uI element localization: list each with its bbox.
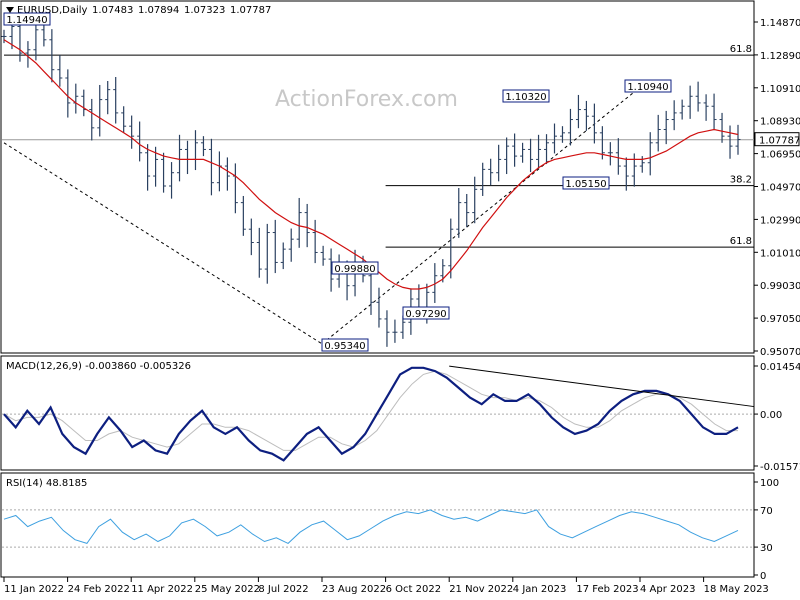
- price-callout-box: [624, 79, 672, 93]
- price-axis-label: 1.12890: [760, 51, 800, 62]
- price-axis-label: 1.04970: [760, 183, 800, 194]
- x-axis-label: 6 Oct 2022: [386, 584, 441, 595]
- open-value: 1.07483: [92, 5, 133, 16]
- watermark: ActionForex.com: [275, 87, 458, 112]
- macd-trendline: [449, 365, 755, 408]
- price-axis-label: 0.95070: [760, 347, 800, 358]
- x-axis-label: 17 Feb 2023: [576, 584, 638, 595]
- macd-line: [3, 366, 739, 462]
- x-axis-label: 24 Feb 2022: [68, 584, 130, 595]
- rsi-axis-label: 100: [760, 478, 779, 489]
- price-callout-box: [321, 338, 369, 352]
- macd-axis-label: 0.014549: [760, 362, 800, 373]
- x-axis-label: 4 Apr 2023: [640, 584, 695, 595]
- price-axis-label: 0.97050: [760, 314, 800, 325]
- x-axis-label: 8 Jul 2022: [258, 584, 308, 595]
- dropdown-triangle-icon[interactable]: [6, 7, 14, 13]
- price-callout-box: [562, 176, 610, 190]
- rsi-axis-label: 30: [760, 543, 773, 554]
- price-axis-label: 1.08930: [760, 117, 800, 128]
- price-callout-label: 1.05150: [565, 179, 606, 190]
- fib-level-label: 61.8: [730, 236, 752, 247]
- symbol-label: EURUSD,Daily: [17, 5, 88, 16]
- price-axis-label: 1.14870: [760, 18, 800, 29]
- last-price-label: 1.07787: [759, 136, 800, 147]
- rsi-axis-label: 0: [760, 571, 766, 582]
- price-callout-box: [402, 306, 450, 320]
- fib-level-label: 61.8: [730, 44, 752, 55]
- last-price-badge: [754, 132, 800, 147]
- price-callout-label: 0.95340: [324, 341, 365, 352]
- price-panel-frame: [0, 0, 755, 354]
- macd-signal-line: [3, 370, 738, 451]
- price-callout-box: [502, 89, 550, 103]
- low-value: 1.07323: [184, 5, 225, 16]
- x-axis-label: 18 May 2023: [704, 584, 769, 595]
- dashed-trendline: [321, 86, 641, 345]
- rsi-line: [3, 509, 739, 544]
- x-axis-label: 11 Jan 2022: [4, 584, 64, 595]
- price-callout-label: 0.97290: [405, 309, 446, 320]
- x-axis-label: 23 Aug 2022: [322, 584, 386, 595]
- price-callout-label: 0.99880: [334, 264, 375, 275]
- rsi-axis-label: 70: [760, 506, 773, 517]
- fib-level-label: 38.2: [730, 175, 752, 186]
- x-axis-label: 25 May 2022: [195, 584, 260, 595]
- high-value: 1.07894: [138, 5, 179, 16]
- macd-panel-frame: [0, 355, 755, 471]
- price-axis-label: 0.99030: [760, 281, 800, 292]
- price-axis-label: 1.02990: [760, 215, 800, 226]
- price-callout-label: 1.10940: [627, 82, 668, 93]
- price-callout-label: 1.14940: [6, 15, 47, 26]
- x-axis-label: 21 Nov 2022: [449, 584, 513, 595]
- x-axis-label: 4 Jan 2023: [513, 584, 567, 595]
- price-axis-label: 1.06950: [760, 150, 800, 161]
- price-axis-label: 1.10910: [760, 84, 800, 95]
- price-callout-label: 1.10320: [505, 92, 546, 103]
- chart-header: EURUSD,Daily 1.07483 1.07894 1.07323 1.0…: [6, 5, 271, 16]
- close-value: 1.07787: [230, 5, 271, 16]
- macd-label: MACD(12,26,9) -0.003860 -0.005326: [6, 361, 191, 372]
- price-axis-label: 1.01010: [760, 248, 800, 259]
- rsi-panel-frame: [0, 472, 755, 578]
- price-callout-box: [3, 12, 51, 26]
- rsi-label: RSI(14) 48.8185: [6, 478, 87, 489]
- macd-axis-label: -0.015712: [760, 462, 800, 473]
- macd-axis-label: 0.00: [760, 410, 782, 421]
- moving-average-line: [3, 39, 739, 290]
- dashed-trendline: [3, 142, 323, 345]
- price-callout-box: [331, 261, 379, 275]
- x-axis-label: 11 Apr 2022: [131, 584, 193, 595]
